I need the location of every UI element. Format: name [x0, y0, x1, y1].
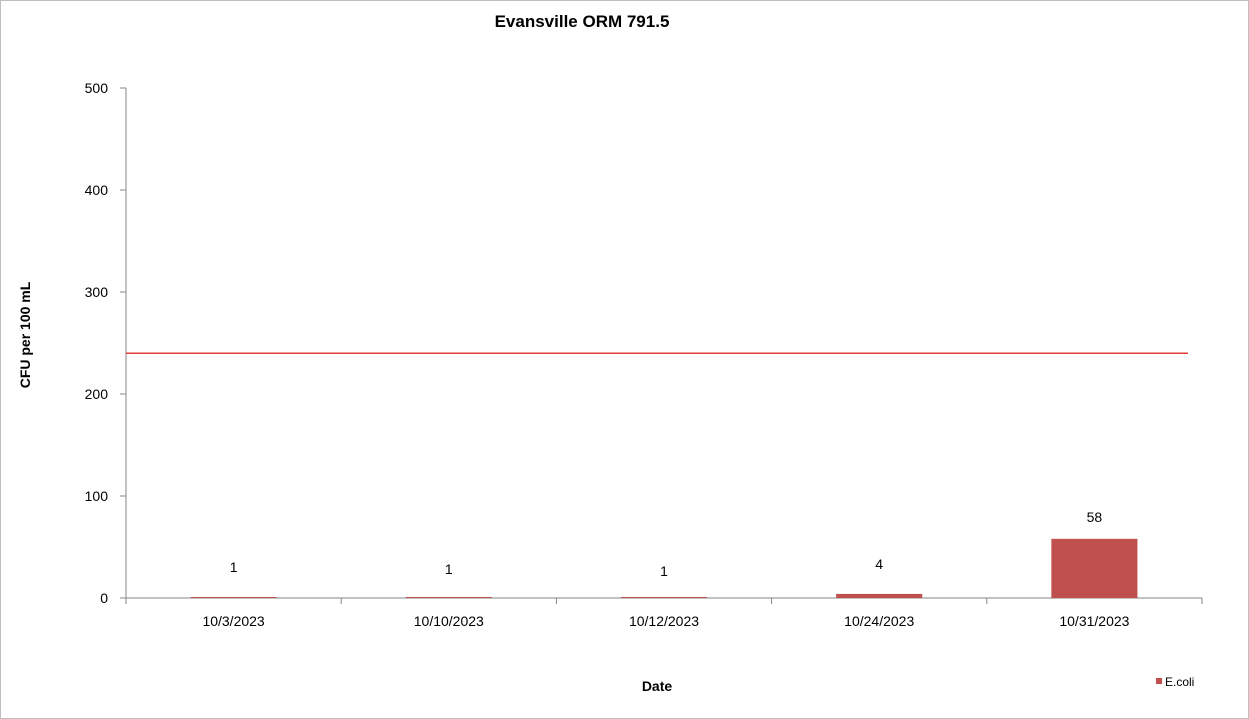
x-tick-label: 10/3/2023: [202, 613, 264, 629]
x-tick-label: 10/31/2023: [1059, 613, 1129, 629]
y-tick-label: 0: [100, 590, 108, 606]
y-axis: 0 100 200 300 400 500: [85, 80, 127, 606]
x-tick-label: 10/12/2023: [629, 613, 699, 629]
data-label: 58: [1087, 509, 1103, 525]
x-axis: 10/3/2023 10/10/2023 10/12/2023 10/24/2023 1…: [125, 597, 1203, 629]
y-tick-label: 100: [85, 488, 109, 504]
data-label: 4: [875, 556, 883, 572]
data-label: 1: [230, 559, 238, 575]
chart-title: Evansville ORM 791.5: [495, 12, 670, 31]
x-axis-title: Date: [642, 678, 673, 694]
y-tick-label: 300: [85, 284, 109, 300]
y-tick-label: 200: [85, 386, 109, 402]
legend-label-ecoli: E.coli: [1165, 675, 1194, 689]
x-tick-label: 10/10/2023: [414, 613, 484, 629]
bar: [1051, 538, 1138, 598]
data-label: 1: [660, 563, 668, 579]
bar: [836, 593, 923, 598]
bar: [620, 596, 708, 598]
legend: E.coli: [1156, 675, 1194, 689]
bar-series: [190, 538, 1138, 598]
bar: [190, 596, 277, 598]
legend-swatch-ecoli: [1156, 678, 1162, 684]
data-labels: 1 1 1 4 58: [230, 509, 1103, 579]
y-tick-label: 400: [85, 182, 109, 198]
y-tick-label: 500: [85, 80, 109, 96]
x-tick-label: 10/24/2023: [844, 613, 914, 629]
bar: [405, 596, 492, 598]
data-label: 1: [445, 561, 453, 577]
y-axis-title: CFU per 100 mL: [17, 281, 33, 388]
